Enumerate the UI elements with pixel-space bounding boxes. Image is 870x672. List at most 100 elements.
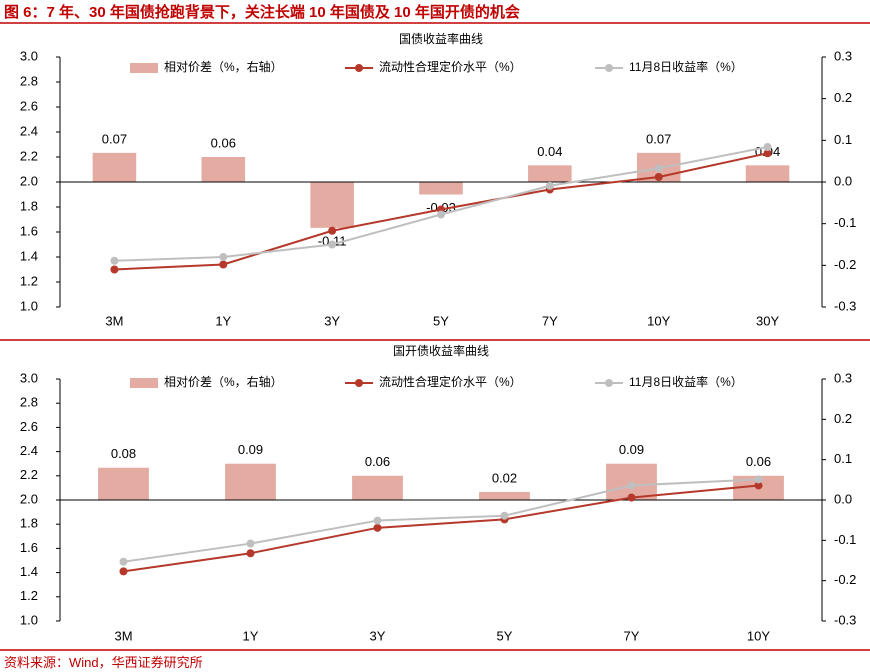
y2-tick-label: 0.0 (834, 491, 852, 506)
legend-swatch (130, 63, 158, 73)
x-tick-label: 7Y (542, 313, 558, 328)
legend-swatch (605, 64, 613, 72)
y2-tick-label: 0.2 (834, 411, 852, 426)
point (373, 523, 382, 532)
source: 资料来源：Wind，华西证券研究所 (4, 655, 203, 670)
y2-tick-label: -0.2 (834, 572, 856, 587)
y2-tick-label: -0.2 (834, 257, 856, 272)
bar (745, 165, 790, 182)
bar (528, 165, 572, 182)
x-tick-label: 10Y (747, 628, 770, 643)
y-tick-label: 2.0 (20, 173, 38, 188)
point (110, 256, 119, 265)
point (328, 226, 337, 235)
legend-label: 流动性合理定价水平（%） (379, 59, 522, 74)
bar (352, 475, 403, 500)
y-tick-label: 2.4 (20, 123, 38, 138)
legend-label: 11月8日收益率（%） (629, 59, 743, 74)
x-tick-label: 3Y (370, 628, 386, 643)
bar (201, 157, 246, 182)
y2-tick-label: 0.1 (834, 132, 852, 147)
legend-label: 11月8日收益率（%） (629, 374, 743, 389)
value-label: 0.06 (746, 454, 771, 469)
y2-tick-label: -0.3 (834, 612, 856, 627)
line (123, 484, 759, 573)
y2-tick-label: 0.3 (834, 370, 852, 385)
x-tick-label: 1Y (215, 313, 231, 328)
y-tick-label: 2.0 (20, 491, 38, 506)
y-tick-label: 1.4 (20, 564, 38, 579)
y2-tick-label: 0.3 (834, 48, 852, 63)
point (219, 253, 228, 261)
x-tick-label: 3M (114, 628, 132, 643)
bar (92, 152, 137, 182)
point (627, 493, 636, 502)
point (545, 181, 554, 190)
legend-label: 相对价差（%，右轴） (164, 374, 283, 389)
figure-title: 图 6：7 年、30 年国债抢跑背景下，关注长端 10 年国债及 10 年国开债… (4, 3, 520, 21)
y-tick-label: 1.6 (20, 223, 38, 238)
y-tick-label: 2.8 (20, 395, 38, 410)
chart-title: 国债收益率曲线 (399, 31, 483, 46)
point (500, 511, 509, 520)
bar (479, 491, 530, 500)
x-tick-label: 3Y (324, 313, 340, 328)
value-label: 0.09 (238, 442, 263, 457)
y-tick-label: 2.8 (20, 73, 38, 88)
value-label: 0.07 (646, 131, 671, 146)
y-tick-label: 1.6 (20, 540, 38, 555)
x-tick-label: 1Y (243, 628, 259, 643)
point (763, 143, 772, 151)
value-label: 0.07 (102, 131, 127, 146)
x-tick-label: 5Y (497, 628, 513, 643)
legend-swatch (130, 378, 158, 388)
y-tick-label: 2.6 (20, 419, 38, 434)
y-tick-label: 1.8 (20, 516, 38, 531)
point (246, 539, 255, 548)
legend-label: 相对价差（%，右轴） (164, 59, 283, 74)
x-tick-label: 5Y (433, 313, 449, 328)
chart-title: 国开债收益率曲线 (393, 343, 489, 358)
bar (419, 182, 463, 195)
y-tick-label: 1.2 (20, 588, 38, 603)
point (119, 567, 128, 576)
y-tick-label: 1.2 (20, 273, 38, 288)
value-label: 0.08 (111, 446, 136, 461)
x-tick-label: 30Y (756, 313, 779, 328)
legend-swatch (355, 379, 363, 387)
y-tick-label: 1.0 (20, 612, 38, 627)
y2-tick-label: -0.1 (834, 215, 856, 230)
y-tick-label: 2.6 (20, 98, 38, 113)
point (119, 557, 128, 566)
x-tick-label: 3M (105, 313, 123, 328)
y-tick-label: 3.0 (20, 48, 38, 63)
line (123, 478, 759, 563)
value-label: 0.06 (211, 135, 236, 150)
y-tick-label: 2.2 (20, 467, 38, 482)
bar (225, 463, 276, 500)
y2-tick-label: -0.3 (834, 298, 856, 313)
y-tick-label: 1.0 (20, 298, 38, 313)
point (763, 149, 772, 158)
point (373, 516, 382, 525)
point (110, 265, 119, 274)
y-tick-label: 1.8 (20, 198, 38, 213)
y2-tick-label: 0.1 (834, 451, 852, 466)
point (754, 475, 763, 484)
x-tick-label: 7Y (624, 628, 640, 643)
y2-tick-label: 0.0 (834, 173, 852, 188)
y-tick-label: 2.2 (20, 148, 38, 163)
value-label: 0.09 (619, 442, 644, 457)
y-tick-label: 1.4 (20, 248, 38, 263)
point (219, 260, 228, 269)
point (627, 481, 636, 490)
value-label: 0.02 (492, 470, 517, 485)
y2-tick-label: 0.2 (834, 90, 852, 105)
bar (310, 182, 354, 228)
point (754, 481, 763, 490)
y2-tick-label: -0.1 (834, 532, 856, 547)
point (654, 164, 663, 173)
y-tick-label: 2.4 (20, 443, 38, 458)
point (328, 240, 337, 249)
